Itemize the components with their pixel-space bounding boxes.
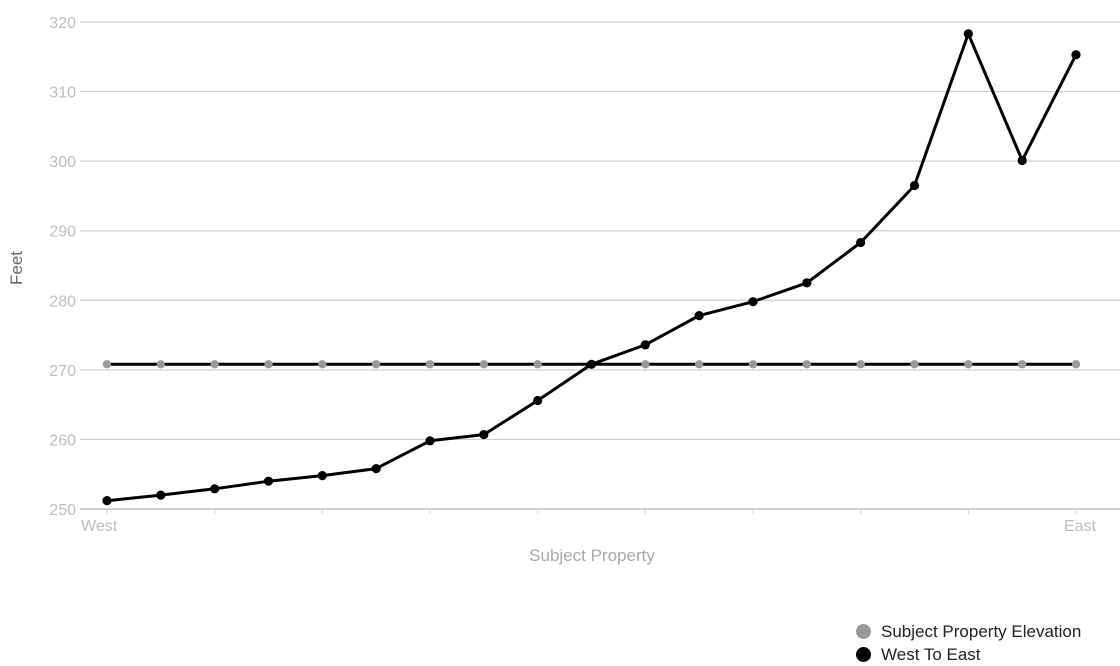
legend-marker-west-to-east xyxy=(856,647,871,662)
y-tick-label-290: 290 xyxy=(49,224,76,241)
point-subject-property-elevation-12 xyxy=(748,360,758,369)
x-tick-label-east: East xyxy=(1064,518,1097,535)
point-west-to-east-11 xyxy=(694,310,704,321)
point-west-to-east-1 xyxy=(156,490,166,500)
point-subject-property-elevation-14 xyxy=(856,360,865,369)
legend-label-west-to-east: West To East xyxy=(881,644,981,664)
legend-marker-subject-elevation xyxy=(856,624,871,639)
y-tick-label-280: 280 xyxy=(49,293,76,310)
point-subject-property-elevation-8 xyxy=(533,360,542,369)
point-west-to-east-6 xyxy=(425,436,435,446)
point-west-to-east-18 xyxy=(1071,50,1081,60)
point-subject-property-elevation-10 xyxy=(641,360,650,369)
point-subject-property-elevation-16 xyxy=(964,360,973,369)
point-west-to-east-16 xyxy=(963,29,973,39)
point-subject-property-elevation-2 xyxy=(210,360,219,369)
point-west-to-east-15 xyxy=(909,180,920,191)
point-west-to-east-5 xyxy=(371,464,381,474)
x-tick-label-west: West xyxy=(81,518,118,535)
y-tick-label-320: 320 xyxy=(49,15,76,32)
x-axis-title: Subject Property xyxy=(529,546,655,565)
y-tick-label-250: 250 xyxy=(49,502,76,519)
legend: Subject Property Elevation West To East xyxy=(856,620,1081,666)
y-tick-label-270: 270 xyxy=(49,363,76,380)
point-west-to-east-3 xyxy=(263,476,274,486)
gridlines xyxy=(80,21,1120,510)
point-subject-property-elevation-17 xyxy=(1017,360,1027,369)
point-west-to-east-14 xyxy=(856,237,866,248)
point-subject-property-elevation-7 xyxy=(479,360,489,369)
point-west-to-east-0 xyxy=(102,496,112,506)
y-tick-label-300: 300 xyxy=(49,154,76,171)
legend-item-west-to-east: West To East xyxy=(856,643,1081,666)
point-subject-property-elevation-0 xyxy=(102,360,112,369)
y-tick-label-260: 260 xyxy=(49,432,76,449)
point-subject-property-elevation-15 xyxy=(910,360,919,369)
point-subject-property-elevation-13 xyxy=(802,360,812,369)
point-subject-property-elevation-4 xyxy=(318,360,327,369)
series-line-west-to-east xyxy=(106,32,1078,503)
point-west-to-east-2 xyxy=(210,484,220,494)
x-axis-ticks xyxy=(106,509,1077,514)
y-tick-label-310: 310 xyxy=(49,85,76,102)
point-subject-property-elevation-18 xyxy=(1071,360,1081,369)
legend-item-subject-elevation: Subject Property Elevation xyxy=(856,620,1081,643)
y-axis-title: Feet xyxy=(7,251,26,285)
legend-label-subject-elevation: Subject Property Elevation xyxy=(881,621,1082,641)
point-subject-property-elevation-1 xyxy=(156,360,166,369)
point-west-to-east-10 xyxy=(640,340,650,350)
plot-area xyxy=(102,29,1081,506)
point-subject-property-elevation-11 xyxy=(694,360,704,369)
point-west-to-east-7 xyxy=(479,429,489,440)
y-tick-labels: 250 260 270 280 290 300 310 320 xyxy=(49,15,76,519)
point-subject-property-elevation-5 xyxy=(371,360,381,369)
point-subject-property-elevation-6 xyxy=(425,360,435,369)
point-west-to-east-12 xyxy=(748,297,758,307)
point-west-to-east-8 xyxy=(533,395,543,406)
point-west-to-east-17 xyxy=(1017,155,1027,166)
point-west-to-east-4 xyxy=(317,471,327,481)
point-west-to-east-13 xyxy=(802,278,812,288)
point-subject-property-elevation-3 xyxy=(264,360,273,369)
point-west-to-east-9 xyxy=(586,359,597,369)
